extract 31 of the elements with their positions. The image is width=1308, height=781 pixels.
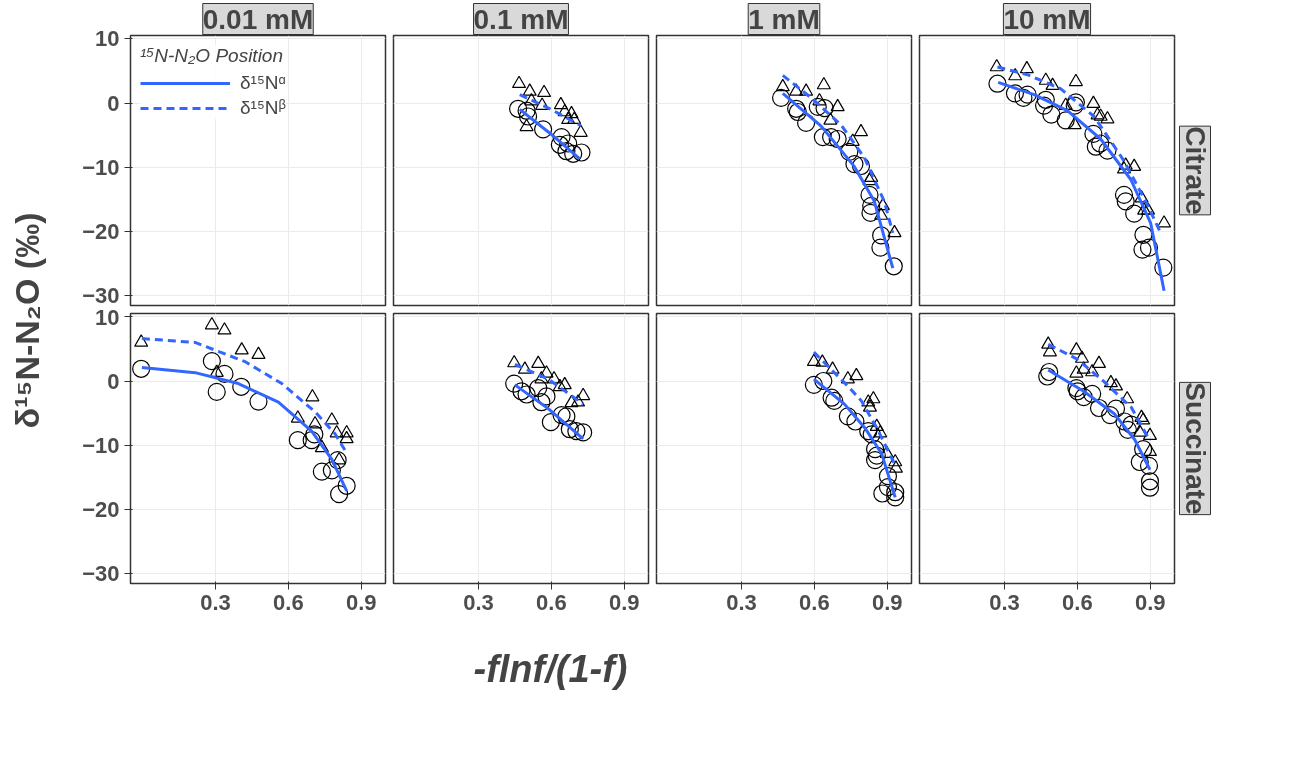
x-tick-label: 0.6 [1062,589,1093,615]
x-tick-label: 0.6 [273,589,304,615]
x-tick-label: 0.9 [345,589,377,615]
y-tick-label: 0 [107,90,120,116]
x-tick-label: 0.9 [1134,589,1166,615]
chart-title: 0.01 mM [202,3,314,35]
x-tick-label: 0.6 [799,589,830,615]
x-tick-label: 0.3 [463,589,494,615]
x-tick-label: 0.3 [200,589,231,615]
y-axis-title: δ¹⁵N-N₂O (‰) [7,212,46,429]
legend-label: δ¹⁵Nᵝ [240,97,286,119]
chart-title: 10 mM [1003,3,1091,35]
y-tick-label: −30 [82,561,120,587]
chart-title: 1 mM [748,3,820,35]
y-tick-label: 10 [95,26,120,52]
y-tick-label: −10 [82,432,120,458]
x-tick-label: 0.9 [871,589,903,615]
x-axis-title: -flnf/(1-f) [473,647,628,690]
x-tick-label: 0.9 [608,589,640,615]
y-tick-label: −20 [82,497,120,523]
x-tick-label: 0.3 [726,589,757,615]
x-tick-label: 0.6 [536,589,567,615]
x-tick-label: 0.3 [989,589,1020,615]
y-tick-label: −10 [82,154,120,180]
y-tick-label: 0 [107,368,120,394]
chart-title: 0.1 mM [473,3,569,35]
legend-title: ¹⁵N-N₂O Position [140,45,284,67]
text: Succinate [1179,382,1211,515]
y-tick-label: −20 [82,219,120,245]
legend-label: δ¹⁵Nᵅ [240,72,286,94]
text: Citrate [1179,126,1211,215]
